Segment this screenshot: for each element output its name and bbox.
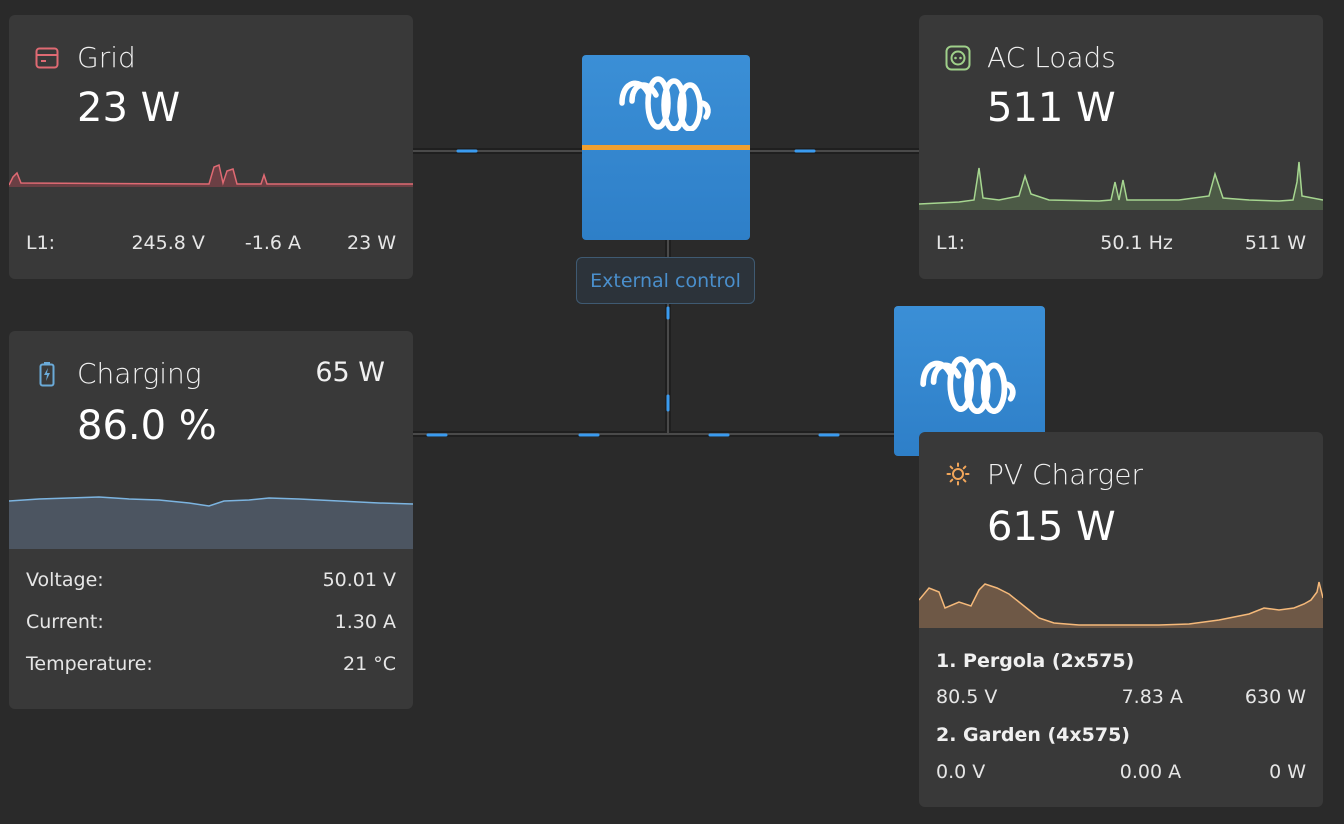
battery-temperature-row: Temperature: 21 °C: [26, 653, 396, 675]
tracker-current: 7.83 A: [1121, 686, 1183, 708]
battery-soc-sparkline: [9, 496, 413, 549]
row-label: Temperature:: [26, 653, 153, 675]
phase-label: L1:: [936, 232, 966, 254]
grid-panel[interactable]: Grid 23 W L1: 245.8 V -1.6 A 23 W: [9, 15, 413, 279]
ac-loads-phase-row: L1: 50.1 Hz 511 W: [936, 232, 1306, 254]
external-control-button[interactable]: External control: [576, 257, 755, 304]
sun-icon: [946, 462, 970, 486]
tracker-name: 1. Pergola (2x575): [936, 650, 1135, 672]
ac-frequency: 50.1 Hz: [1100, 232, 1173, 254]
battery-panel[interactable]: Charging 65 W 86.0 % Voltage: 50.01 V Cu…: [9, 331, 413, 709]
grid-current: -1.6 A: [244, 232, 301, 254]
battery-charging-icon: [39, 362, 55, 387]
grid-voltage: 245.8 V: [131, 232, 205, 254]
tracker-voltage: 0.0 V: [936, 761, 986, 783]
grid-power-sparkline: [9, 163, 413, 187]
tracker-current: 0.00 A: [1119, 761, 1182, 783]
solar-charger-unit[interactable]: [894, 306, 1045, 456]
row-label: Voltage:: [26, 569, 104, 591]
ac-loads-panel[interactable]: AC Loads 511 W L1: 50.1 Hz 511 W: [919, 15, 1323, 279]
phase-label: L1:: [26, 232, 56, 254]
row-label: Current:: [26, 611, 104, 633]
pv-charger-panel[interactable]: PV Charger 615 W 1. Pergola (2x575) 80.5…: [919, 432, 1323, 807]
row-value: 21 °C: [343, 653, 396, 675]
socket-icon: [945, 45, 971, 71]
panel-title: Grid: [77, 41, 136, 74]
inverter-accent-stripe: [582, 145, 750, 150]
ac-phase-power: 511 W: [1244, 232, 1306, 254]
flow-dots: [426, 149, 840, 437]
panel-title: Charging: [77, 357, 202, 390]
panel-title: PV Charger: [987, 458, 1143, 491]
panel-title: AC Loads: [987, 41, 1116, 74]
pv-power-sparkline: [919, 581, 1323, 628]
external-control-label: External control: [590, 269, 741, 292]
grid-phase-row: L1: 245.8 V -1.6 A 23 W: [26, 232, 396, 254]
grid-power-value: 23 W: [77, 85, 181, 131]
battery-power: 65 W: [315, 357, 385, 388]
grid-phase-power: 23 W: [346, 232, 396, 254]
tracker-row: 0.0 V 0.00 A 0 W: [936, 761, 1306, 783]
tracker-row: 80.5 V 7.83 A 630 W: [936, 686, 1306, 708]
row-value: 1.30 A: [334, 611, 396, 633]
tracker-power: 0 W: [1269, 761, 1306, 783]
inverter-charger-unit[interactable]: [582, 55, 750, 240]
ac-loads-power-value: 511 W: [987, 85, 1116, 131]
pv-power-value: 615 W: [987, 504, 1116, 550]
grid-icon: [35, 47, 59, 69]
battery-current-row: Current: 1.30 A: [26, 611, 396, 633]
row-value: 50.01 V: [322, 569, 396, 591]
battery-voltage-row: Voltage: 50.01 V: [26, 569, 396, 591]
battery-soc-value: 86.0 %: [77, 403, 217, 449]
ac-loads-sparkline: [919, 161, 1323, 210]
tracker-name: 2. Garden (4x575): [936, 724, 1130, 746]
tracker-power: 630 W: [1244, 686, 1306, 708]
tracker-voltage: 80.5 V: [936, 686, 998, 708]
victron-logo-icon: [619, 76, 711, 131]
victron-logo-icon: [920, 356, 1016, 414]
